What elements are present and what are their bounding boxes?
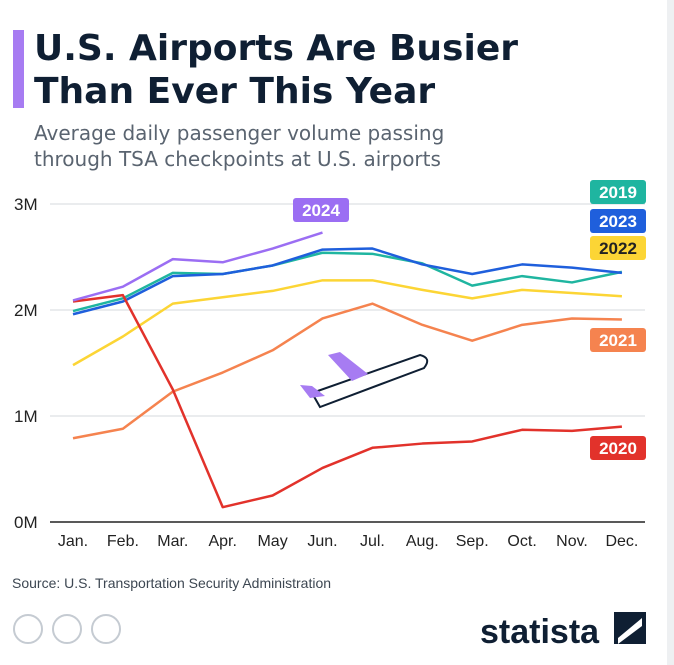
legend-badge: [590, 209, 646, 233]
legend-badge: [590, 180, 646, 204]
legend-label: 2020: [599, 439, 637, 458]
x-tick-label: Feb.: [107, 533, 139, 550]
x-tick-label: Dec.: [605, 533, 638, 550]
brand-logo-mark: [618, 618, 642, 644]
chart-subtitle: through TSA checkpoints at U.S. airports: [34, 147, 441, 171]
y-tick-label: 1M: [14, 407, 38, 426]
legend-label: 2021: [599, 331, 637, 350]
x-tick-label: Oct.: [507, 533, 536, 550]
series-line: [72, 293, 623, 509]
x-tick-label: Sep.: [456, 533, 489, 550]
license-icons: [13, 614, 121, 644]
y-tick-label: 0M: [14, 513, 38, 532]
legend-label: 2022: [599, 239, 637, 258]
series-line: [72, 247, 623, 316]
legend-label: 2024: [302, 201, 340, 220]
series-line: [72, 251, 623, 313]
chart-title: Than Ever This Year: [34, 71, 435, 112]
y-tick-label: 2M: [14, 301, 38, 320]
chart-subtitle: Average daily passenger volume passing: [34, 121, 444, 145]
y-tick-label: 3M: [14, 195, 38, 214]
series-line: [72, 279, 622, 367]
x-tick-label: Aug.: [406, 533, 439, 550]
legend-badge: [590, 236, 646, 260]
legend-badge: [293, 198, 349, 222]
x-tick-label: Jul.: [360, 533, 385, 550]
legend-badge: [590, 436, 646, 460]
plane-icon: [300, 352, 429, 409]
x-tick-label: Jan.: [58, 533, 88, 550]
side-strip: [667, 0, 674, 665]
legend-label: 2023: [599, 212, 637, 231]
x-tick-label: May: [257, 533, 287, 550]
x-tick-label: Jun.: [307, 533, 337, 550]
series-line: [72, 302, 622, 440]
x-tick-label: Mar.: [157, 533, 188, 550]
chart-title: U.S. Airports Are Busier: [34, 28, 518, 69]
series-line: [72, 231, 323, 302]
legend-badge: [590, 328, 646, 352]
source: Source: U.S. Transportation Security Adm…: [12, 575, 331, 591]
brand: statista: [480, 613, 600, 651]
x-tick-label: Apr.: [208, 533, 236, 550]
legend-label: 2019: [599, 183, 637, 202]
title-accent: [13, 30, 24, 108]
x-tick-label: Nov.: [556, 533, 588, 550]
